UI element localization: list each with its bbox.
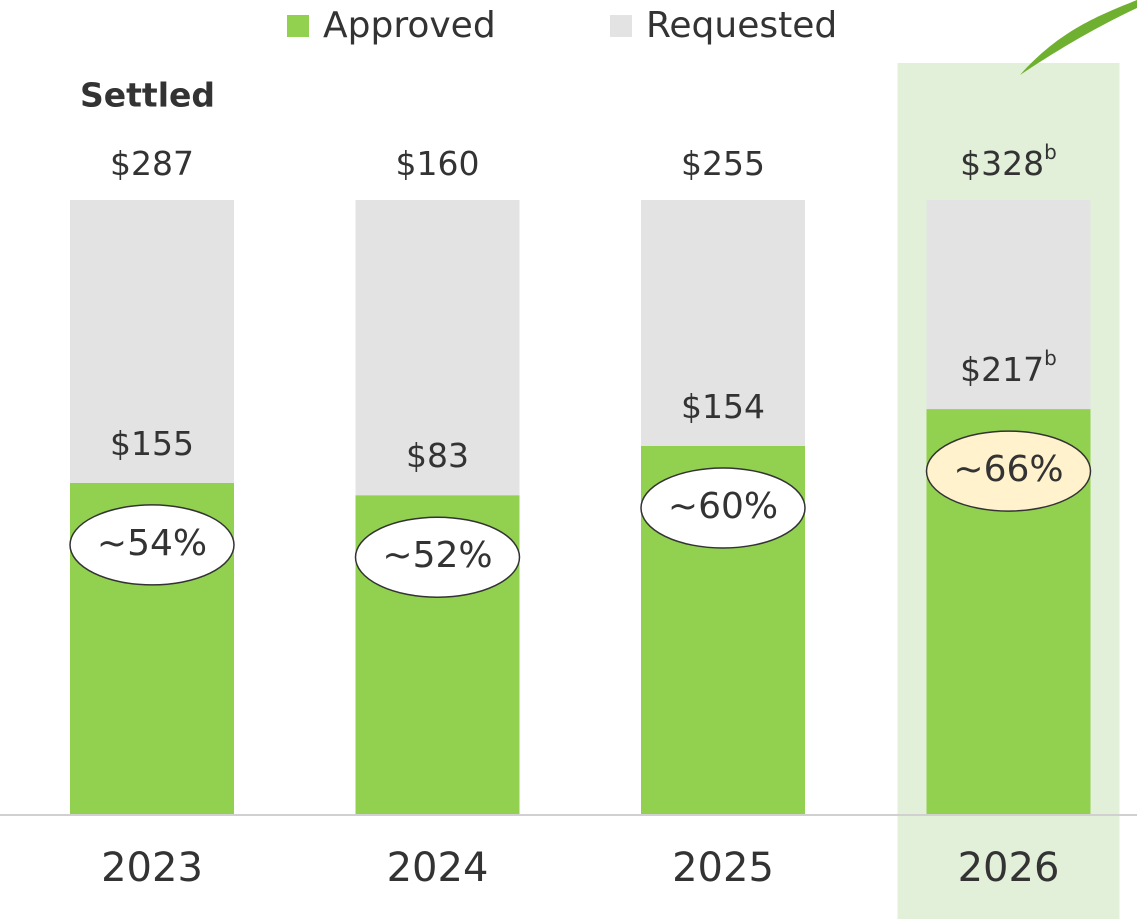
amount-text: $328: [960, 144, 1044, 183]
percent-label: ~52%: [382, 535, 492, 576]
footnote-mark: b: [1044, 346, 1057, 370]
percent-label: ~54%: [97, 523, 207, 564]
amount-text: $160: [396, 144, 480, 183]
legend-swatch: [287, 15, 309, 37]
amount-text: $154: [681, 387, 765, 426]
legend-label: Approved: [323, 5, 496, 46]
x-tick-label: 2026: [958, 845, 1060, 891]
x-tick-label: 2024: [387, 845, 489, 891]
amount-label: $287: [110, 144, 194, 183]
amount-label: $83: [406, 436, 469, 475]
amount-text: $255: [681, 144, 765, 183]
amount-text: $287: [110, 144, 194, 183]
legend-label: Requested: [646, 5, 837, 46]
x-tick-label: 2023: [101, 845, 203, 891]
amount-label: $328b: [960, 140, 1057, 183]
x-tick-label: 2025: [672, 845, 774, 891]
legend-swatch: [610, 15, 632, 37]
chart-title: Settled: [80, 76, 215, 115]
chart: Settled Approved Requested 2023 $155 ~54% $28…: [0, 0, 1137, 919]
amount-label: $255: [681, 144, 765, 183]
amount-text: $155: [110, 423, 194, 462]
amount-label: $160: [396, 144, 480, 183]
amount-text: $83: [406, 436, 469, 475]
amount-label: $217b: [960, 346, 1057, 389]
footnote-mark: b: [1044, 140, 1057, 164]
percent-label: ~60%: [668, 486, 778, 527]
amount-label: $154: [681, 387, 765, 426]
amount-label: $155: [110, 423, 194, 462]
percent-label: ~66%: [953, 449, 1063, 490]
amount-text: $217: [960, 350, 1044, 389]
